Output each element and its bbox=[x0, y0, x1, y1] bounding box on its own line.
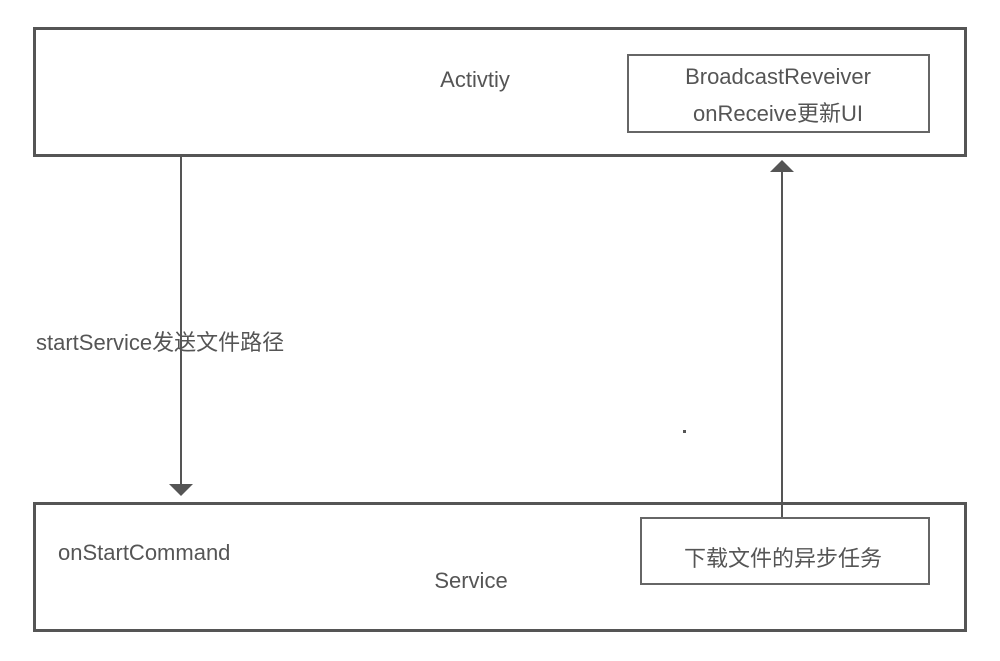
arrow-up-line bbox=[781, 172, 783, 517]
service-title: Service bbox=[434, 568, 507, 594]
start-service-label: startService发送文件路径 bbox=[36, 325, 284, 357]
broadcast-line1: BroadcastReveiver bbox=[685, 64, 871, 90]
broadcast-line2: onReceive更新UI bbox=[693, 96, 863, 128]
stray-dot bbox=[683, 430, 686, 433]
arrow-down-line bbox=[180, 157, 182, 484]
async-task-label: 下载文件的异步任务 bbox=[684, 541, 882, 573]
onstartcommand-label: onStartCommand bbox=[58, 540, 230, 566]
arrow-up-head-icon bbox=[770, 160, 794, 172]
activity-title: Activtiy bbox=[440, 67, 510, 93]
arrow-down-head-icon bbox=[169, 484, 193, 496]
